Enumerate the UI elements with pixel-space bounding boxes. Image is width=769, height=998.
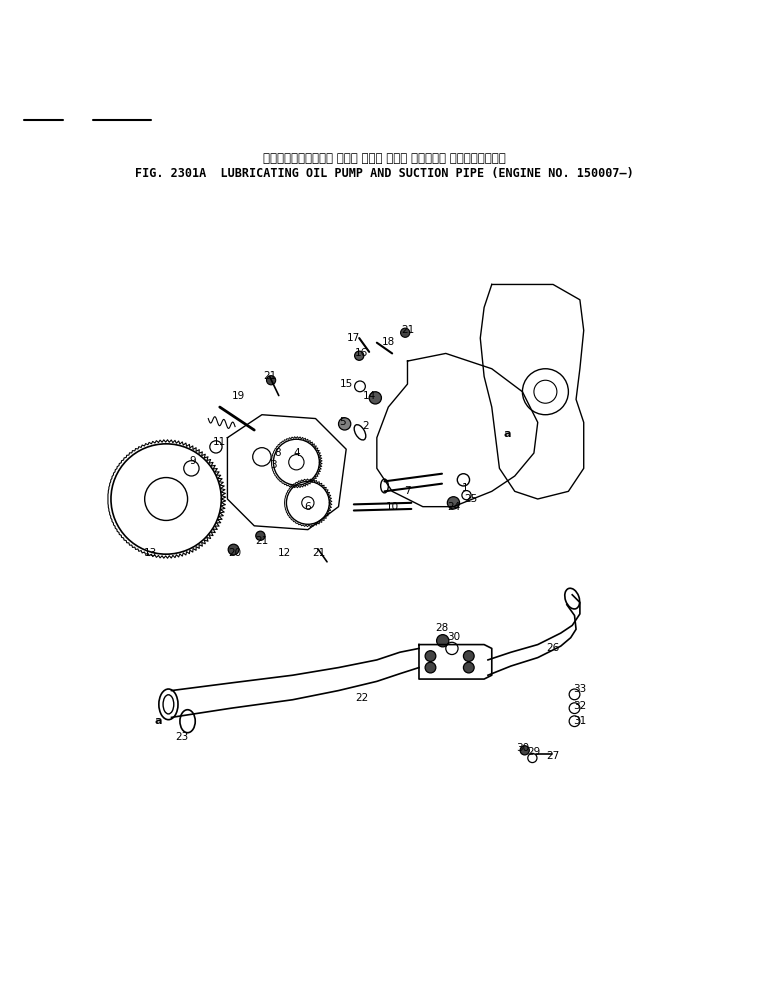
Text: a: a [155,717,162,727]
Circle shape [520,746,529,754]
Text: 21: 21 [263,371,276,381]
Text: 3: 3 [270,459,277,469]
Text: 12: 12 [278,548,291,558]
Text: ルーブリケーティング オイル ポンプ および サクション パイプ　通用号機: ルーブリケーティング オイル ポンプ および サクション パイプ 通用号機 [263,152,506,165]
Text: 25: 25 [464,494,478,504]
Text: 29: 29 [528,747,541,756]
Text: 31: 31 [573,717,587,727]
Text: 11: 11 [213,436,226,446]
Circle shape [425,663,436,673]
Text: 2: 2 [362,421,368,431]
Text: 19: 19 [232,390,245,400]
Circle shape [228,544,239,555]
Circle shape [267,375,276,385]
Text: 21: 21 [255,536,268,546]
Text: 30: 30 [516,744,529,753]
Text: 4: 4 [293,448,300,458]
Text: a: a [504,429,511,439]
Circle shape [425,651,436,662]
Circle shape [448,497,460,509]
Text: 30: 30 [447,632,460,642]
Text: 17: 17 [348,333,361,343]
Text: 16: 16 [355,348,368,358]
Text: 6: 6 [305,502,311,512]
Circle shape [338,418,351,430]
Text: 22: 22 [355,694,368,704]
Text: 18: 18 [381,337,395,347]
Text: 8: 8 [274,448,281,458]
Circle shape [355,351,364,360]
Circle shape [256,531,265,540]
Text: 20: 20 [228,548,241,558]
Text: 7: 7 [404,486,411,496]
Circle shape [401,328,410,337]
Text: 13: 13 [144,548,158,558]
Text: 28: 28 [435,623,448,633]
Text: 33: 33 [573,684,587,694]
Text: 5: 5 [339,417,346,427]
Text: 10: 10 [385,502,398,512]
Text: 23: 23 [175,732,188,742]
Text: 26: 26 [547,644,560,654]
Text: 1: 1 [461,482,468,492]
Text: 14: 14 [362,390,376,400]
Circle shape [369,392,381,404]
Text: 32: 32 [573,701,587,711]
Text: 24: 24 [447,502,460,512]
Circle shape [464,651,474,662]
Text: 15: 15 [340,379,353,389]
Text: 27: 27 [547,750,560,760]
Circle shape [464,663,474,673]
Text: 21: 21 [401,325,414,335]
Text: 21: 21 [313,548,326,558]
Text: 9: 9 [190,456,196,466]
Text: FIG. 2301A  LUBRICATING OIL PUMP AND SUCTION PIPE (ENGINE NO. 150007–): FIG. 2301A LUBRICATING OIL PUMP AND SUCT… [135,167,634,180]
Circle shape [437,635,449,647]
